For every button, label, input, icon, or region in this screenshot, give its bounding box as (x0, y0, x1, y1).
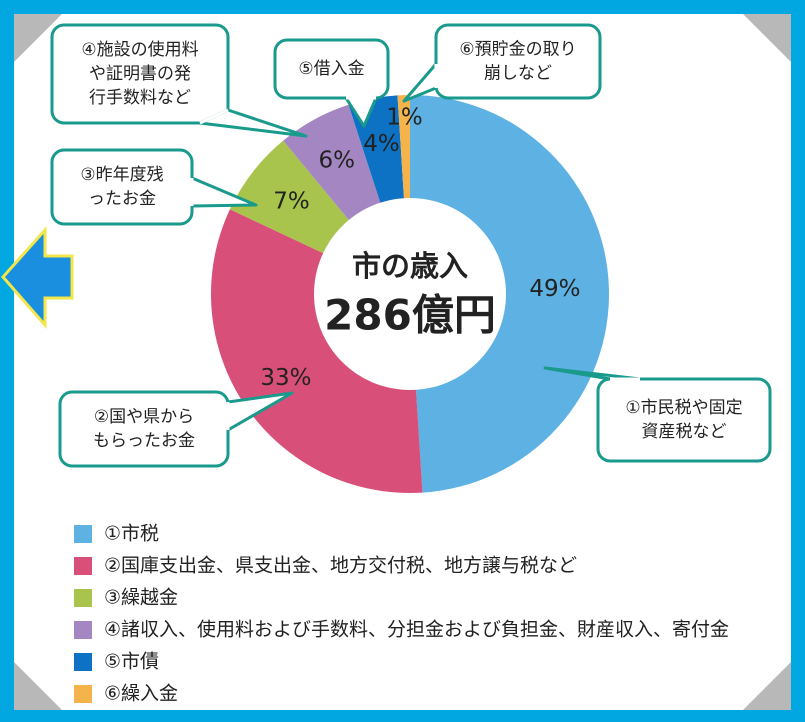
callout-text: 資産税など (642, 422, 727, 442)
legend-label: ⑥繰入金 (104, 683, 178, 705)
legend-swatch (74, 557, 92, 575)
corner (743, 662, 791, 710)
callout-text: ⑤借入金 (298, 59, 364, 79)
callout-box (273, 38, 390, 100)
callout-text: ②国や県から (94, 407, 194, 427)
slice-label: 49% (529, 276, 580, 302)
donut (210, 95, 610, 493)
legend-swatch (74, 589, 92, 607)
slice-label: 4% (363, 131, 400, 157)
legend-label: ①市税 (104, 523, 159, 545)
legend-swatch (74, 621, 92, 639)
corner (743, 14, 791, 62)
legend: ①市税 ②国庫支出金、県支出金、地方交付税、地方譲与税など ③繰越金 ④諸収入、使用料… (74, 523, 729, 705)
callout-text: ったお金 (88, 189, 156, 209)
callout-box (58, 390, 230, 468)
callout-box (434, 23, 602, 100)
pointer-cover (199, 108, 229, 125)
callout-box (50, 148, 194, 226)
legend-label: ②国庫支出金、県支出金、地方交付税、地方譲与税など (104, 555, 577, 577)
slice-label: 33% (260, 365, 311, 391)
legend-label: ③繰越金 (104, 587, 178, 609)
slice-label: 6% (319, 147, 356, 173)
callout-text: 行手数料など (89, 88, 191, 108)
callout-box (50, 23, 230, 125)
callout-box (596, 377, 772, 463)
slice-label: 7% (273, 189, 310, 215)
slice (410, 95, 610, 493)
callout-text: ③昨年度残 (80, 165, 163, 185)
legend-swatch (74, 653, 92, 671)
arrow (0, 226, 74, 329)
center-title: 市の歳入 (352, 249, 468, 283)
callout-text: ①市民税や固定 (625, 398, 742, 418)
callout-text: ⑥預貯金の取り (459, 40, 576, 60)
legend-label: ⑤市債 (104, 651, 159, 673)
legend-swatch (74, 685, 92, 703)
callout-text: や証明書の発 (89, 64, 191, 84)
legend-label: ④諸収入、使用料および手数料、分担金および負担金、財産収入、寄付金 (104, 619, 729, 641)
corner (14, 14, 62, 62)
callout-text: 崩しなど (484, 64, 552, 84)
callout-text: もらったお金 (93, 431, 195, 451)
corner (14, 662, 62, 710)
callout-text: ④施設の使用料 (81, 39, 198, 60)
slice-label: 1% (386, 105, 423, 131)
legend-swatch (74, 525, 92, 543)
center-value: 286億円 (324, 291, 496, 340)
donut-hole (314, 198, 506, 390)
